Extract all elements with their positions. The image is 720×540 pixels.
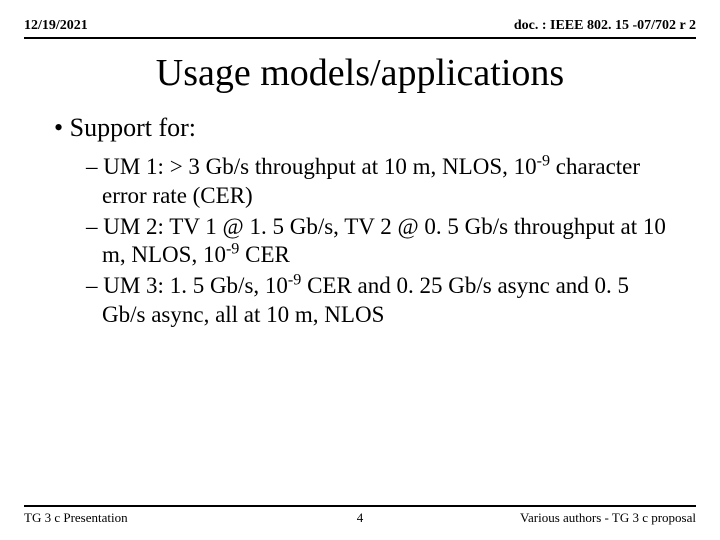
footer: TG 3 c Presentation 4 Various authors - … [24, 505, 696, 526]
um3-exp: -9 [288, 271, 301, 288]
bullet-um3: – UM 3: 1. 5 Gb/s, 10-9 CER and 0. 25 Gb… [86, 272, 674, 330]
um2-text-post: CER [239, 242, 289, 267]
header-row: 12/19/2021 doc. : IEEE 802. 15 -07/702 r… [24, 18, 696, 36]
um1-text-pre: – UM 1: > 3 Gb/s throughput at 10 m, NLO… [86, 154, 537, 179]
um1-exp: -9 [537, 152, 550, 169]
slide-title: Usage models/applications [24, 51, 696, 95]
bullet-um1: – UM 1: > 3 Gb/s throughput at 10 m, NLO… [86, 153, 674, 211]
slide: 12/19/2021 doc. : IEEE 802. 15 -07/702 r… [0, 0, 720, 540]
footer-page-number: 4 [24, 510, 696, 526]
header-date: 12/19/2021 [24, 18, 88, 34]
um2-exp: -9 [226, 241, 239, 258]
bullet-support-for: • Support for: [54, 113, 696, 143]
header-doc: doc. : IEEE 802. 15 -07/702 r 2 [514, 18, 696, 34]
header-rule [24, 37, 696, 39]
footer-row: TG 3 c Presentation 4 Various authors - … [24, 510, 696, 526]
um3-text-pre: – UM 3: 1. 5 Gb/s, 10 [86, 273, 288, 298]
bullet-um2: – UM 2: TV 1 @ 1. 5 Gb/s, TV 2 @ 0. 5 Gb… [86, 213, 674, 271]
footer-rule [24, 505, 696, 507]
um2-text-pre: – UM 2: TV 1 @ 1. 5 Gb/s, TV 2 @ 0. 5 Gb… [86, 214, 666, 268]
